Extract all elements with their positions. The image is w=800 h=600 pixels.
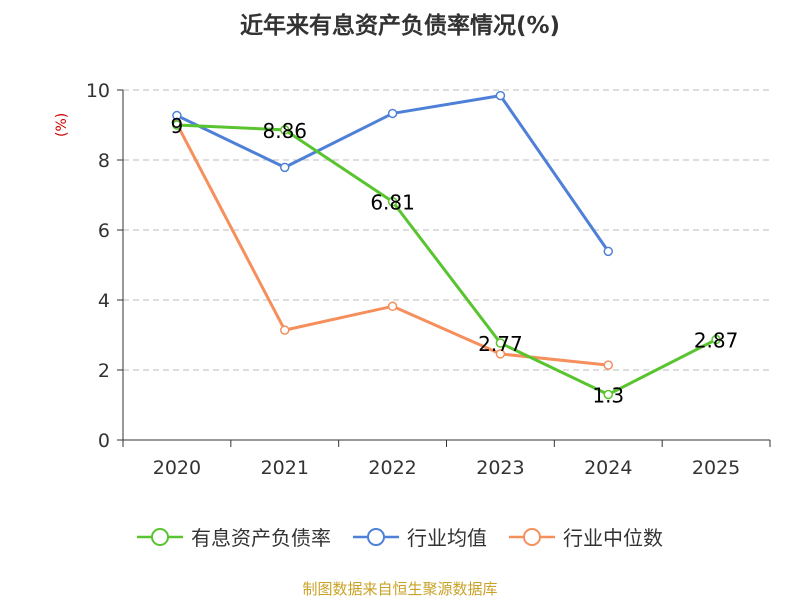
x-tick-label: 2021 (261, 457, 309, 479)
data-point-2 (387, 301, 398, 312)
legend-swatch-2 (509, 527, 555, 546)
legend-marker (367, 527, 385, 546)
legend-item-series-1[interactable]: 行业均值 (353, 522, 487, 551)
x-tick-label: 2020 (153, 457, 201, 479)
data-point-0 (711, 334, 721, 345)
x-tick-label: 2023 (476, 457, 524, 479)
data-label: 6.81 (370, 191, 415, 215)
data-point-1 (172, 110, 182, 121)
data-point-0 (495, 338, 506, 348)
data-point-0 (172, 120, 182, 130)
legend-label-0: 有息资产负债率 (191, 526, 331, 550)
series-line-0 (176, 123, 717, 396)
y-tick-label: 2 (98, 360, 110, 382)
legend-swatch-1 (353, 527, 399, 546)
x-tick-label: 2022 (368, 457, 416, 479)
legend-marker (523, 527, 541, 546)
data-label: 8.86 (262, 119, 307, 143)
legend-item-series-2[interactable]: 行业中位数 (509, 522, 663, 551)
data-point-0 (280, 125, 290, 135)
series-line-1 (176, 94, 610, 253)
legend-label-1: 行业均值 (407, 526, 487, 550)
data-point-2 (603, 360, 613, 370)
data-point-1 (495, 90, 506, 101)
legend-label-2: 行业中位数 (563, 526, 663, 550)
y-tick-label: 6 (98, 220, 110, 242)
source-footnote: 制图数据来自恒生聚源数据库 (302, 580, 498, 598)
x-tick-label: 2024 (584, 457, 632, 479)
data-label: 9 (171, 114, 184, 138)
data-label: 2.77 (478, 332, 523, 356)
y-tick-label: 0 (98, 430, 110, 452)
legend: 有息资产负债率 行业均值 行业中位数 (0, 522, 800, 551)
legend-item-series-0[interactable]: 有息资产负债率 (137, 522, 331, 551)
data-label: 1.3 (592, 384, 624, 408)
y-tick-label: 4 (98, 290, 110, 312)
x-tick-label: 2025 (692, 457, 740, 479)
data-point-0 (387, 196, 398, 207)
data-point-1 (387, 108, 398, 119)
data-point-1 (280, 162, 290, 173)
series-lines (172, 90, 721, 400)
chart-title: 近年来有息资产负债率情况(%) (239, 13, 561, 39)
data-point-0 (603, 389, 613, 400)
y-tick-label: 8 (98, 150, 110, 172)
data-label: 2.87 (694, 329, 739, 353)
grid-lines (123, 89, 770, 371)
y-tick-label: 10 (86, 80, 110, 102)
data-point-1 (603, 246, 613, 257)
data-labels: 9 8.86 6.81 2.77 1.3 2.87 (171, 114, 739, 408)
legend-swatch-0 (137, 527, 183, 546)
data-point-2 (280, 325, 290, 335)
data-point-2 (495, 349, 506, 359)
legend-marker (151, 527, 169, 546)
axes: 0 2 4 6 8 10 2020 2021 2022 2023 2024 2025 (86, 80, 771, 479)
